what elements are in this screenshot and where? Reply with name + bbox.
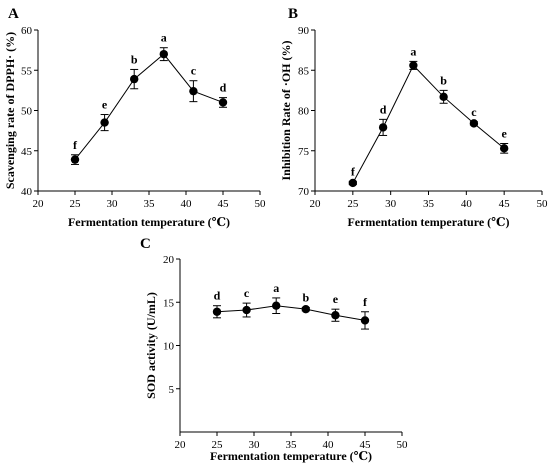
significance-label: a: [273, 281, 279, 295]
chart-panel-b: B 20 25 30 35 40 45 50 70 75 80 85 90 Fermentation te…: [279, 6, 548, 229]
significance-label: b: [131, 52, 138, 66]
data-point: [348, 178, 358, 188]
x-tick-label: 50: [397, 439, 409, 451]
significance-label: d: [380, 102, 387, 116]
x-tick-label: 45: [499, 198, 511, 210]
series-line: [352, 64, 505, 184]
data-point: [212, 307, 222, 316]
data-point: [242, 305, 251, 315]
significance-label: a: [161, 31, 167, 45]
significance-label: f: [351, 164, 356, 178]
x-tick-label: 35: [286, 439, 298, 451]
data-point: [378, 123, 388, 132]
x-tick-label: 35: [423, 198, 435, 210]
data-point: [218, 98, 228, 107]
y-axis-label: Scavenging rate of DPPH· (%): [3, 32, 17, 189]
data-point: [272, 301, 281, 310]
significance-label: e: [102, 98, 108, 112]
panel-letter: C: [140, 236, 151, 252]
x-tick-label: 30: [249, 439, 261, 451]
data-point: [159, 49, 168, 59]
panel-letter: A: [8, 6, 19, 22]
y-tick-label: 75: [298, 146, 310, 158]
y-tick-label: 20: [163, 254, 175, 266]
data-point: [331, 311, 340, 320]
y-tick-label: 45: [21, 146, 33, 158]
y-tick-label: 5: [169, 384, 175, 396]
y-tick-label: 55: [21, 65, 33, 77]
data-point: [301, 304, 310, 314]
x-tick-label: 50: [537, 198, 549, 210]
y-axis-label: Inhibition Rate of ·OH (%): [279, 40, 293, 180]
significance-label: b: [440, 73, 447, 87]
x-tick-label: 45: [360, 439, 372, 451]
y-tick-label: 90: [298, 25, 310, 37]
significance-label: e: [502, 127, 508, 141]
series-line: [216, 305, 366, 321]
x-tick-label: 40: [461, 198, 473, 210]
x-tick-label: 25: [70, 198, 82, 210]
x-axis-label: Fermentation temperature (℃): [210, 449, 372, 463]
data-point: [130, 74, 139, 84]
panel-letter: B: [288, 6, 298, 22]
significance-label: d: [220, 81, 227, 95]
significance-label: c: [244, 286, 250, 300]
y-tick-label: 40: [21, 186, 33, 198]
x-axis-label: Fermentation temperature (℃): [68, 215, 230, 229]
chart-panel-a: A 20 25 30 35 40 45 50 40 45 50 55 60 Fermentation te…: [3, 6, 266, 229]
significance-label: e: [333, 292, 339, 306]
x-tick-label: 50: [255, 198, 267, 210]
significance-label: b: [302, 290, 309, 304]
data-point: [100, 118, 109, 127]
significance-label: a: [410, 44, 416, 58]
y-axis-label: SOD activity (U/mL): [144, 292, 158, 399]
x-tick-label: 45: [218, 198, 230, 210]
x-tick-label: 20: [33, 198, 45, 210]
x-tick-label: 20: [175, 439, 187, 451]
data-point: [189, 86, 198, 96]
y-tick-label: 15: [163, 297, 175, 309]
significance-label: c: [191, 64, 197, 78]
y-tick-label: 60: [21, 25, 33, 37]
significance-label: f: [363, 295, 368, 309]
x-tick-label: 40: [181, 198, 193, 210]
x-tick-label: 30: [385, 198, 397, 210]
series-line: [74, 53, 224, 160]
significance-label: c: [471, 105, 477, 119]
y-tick-label: 10: [163, 341, 175, 353]
chart-panel-c: C 20 25 30 35 40 45 50 5 10 15 20 Fermentation tempe…: [140, 236, 408, 463]
y-tick-label: 85: [298, 65, 310, 77]
data-point: [499, 144, 509, 153]
significance-label: f: [73, 138, 78, 152]
y-tick-label: 80: [298, 106, 310, 118]
data-point: [469, 119, 479, 128]
y-tick-label: 70: [298, 186, 310, 198]
significance-label: d: [214, 289, 221, 303]
x-tick-label: 20: [310, 198, 322, 210]
x-tick-label: 40: [323, 439, 335, 451]
data-point: [70, 155, 80, 164]
x-axis-label: Fermentation temperature (℃): [347, 215, 509, 229]
x-tick-label: 25: [212, 439, 224, 451]
data-point: [409, 61, 418, 70]
y-tick-label: 50: [21, 106, 33, 118]
x-tick-label: 35: [144, 198, 156, 210]
data-point: [439, 92, 448, 102]
data-point: [360, 316, 370, 325]
x-tick-label: 25: [347, 198, 359, 210]
x-tick-label: 30: [107, 198, 119, 210]
